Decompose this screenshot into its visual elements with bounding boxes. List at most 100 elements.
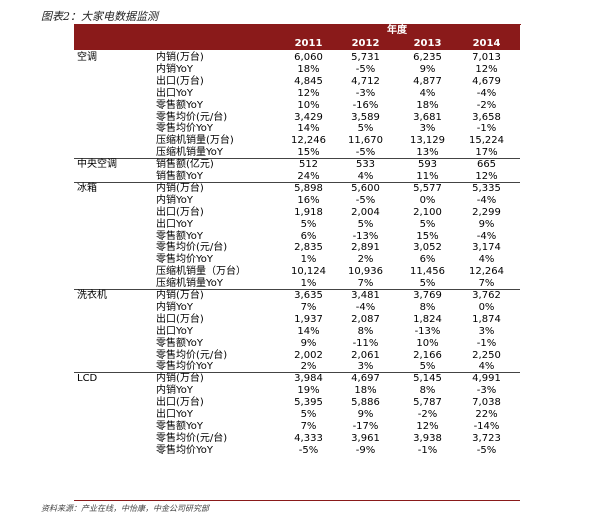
table-cell: 13% [416,147,439,159]
figure-title: 图表2：大家电数据监测 [41,10,158,23]
table-cell: 3,769 [413,290,442,301]
table-cell: 5% [357,123,374,135]
table-cell: 1% [300,254,317,266]
metric-label: 出口(万台) [156,397,204,409]
table-cell: -5% [355,147,376,159]
table-cell: 11,670 [348,135,383,147]
metric-label: 内销(万台) [156,182,204,194]
metric-label: 出口YoY [156,409,194,420]
table-cell: 6,235 [413,52,442,63]
table-cell: 10,124 [291,266,326,278]
metric-label: 内销YoY [156,194,194,206]
table-cell: 5,395 [294,397,323,409]
table-cell: 9% [357,409,374,420]
table-cell: -14% [473,420,500,432]
metric-label: 内销YoY [156,63,194,75]
table-cell: 5% [419,278,436,290]
table-cell: 4,333 [294,432,323,444]
metric-label: 出口(万台) [156,75,204,87]
table-cell: 4% [478,254,495,266]
table-cell: 2,250 [472,349,501,361]
table-cell: 3,658 [472,111,501,123]
table-cell: 12% [475,171,498,182]
table-cell: 4,697 [351,373,380,385]
title-rule [74,24,521,25]
table-cell: 9% [300,337,317,349]
table-cell: 15,224 [469,135,504,147]
table-cell: 3% [419,123,436,135]
table-cell: 5,886 [351,397,380,409]
table-cell: -5% [355,194,376,206]
table-cell: 533 [355,159,376,171]
table-cell: 2,299 [472,206,501,218]
table-cell: 593 [417,159,438,171]
table-cell: 18% [354,385,377,397]
table-cell: 5,577 [413,182,442,194]
table-cell: 4% [419,87,436,99]
table-cell: 17% [475,147,498,159]
table-cell: 665 [476,159,497,171]
table-cell: 5% [300,409,317,420]
table-cell: 5% [300,218,317,230]
table-cell: 7% [300,420,317,432]
table-cell: 3,938 [413,432,442,444]
table-cell: 3,723 [472,432,501,444]
table-cell: 4% [357,171,374,182]
table-cell: 3,052 [413,242,442,254]
metric-label: 零售均价(元/台) [156,432,228,444]
metric-label: 零售均价YoY [156,254,214,266]
metric-label: 零售均价(元/台) [156,349,228,361]
table-cell: 3,589 [351,111,380,123]
group-divider [74,289,520,290]
metric-label: 零售额YoY [156,337,204,349]
table-cell: 6% [300,230,317,242]
table-cell: 3% [357,361,374,373]
table-cell: 15% [297,147,320,159]
table-cell: 2,835 [294,242,323,254]
year-header: 2014 [472,38,501,49]
metric-label: 内销YoY [156,301,194,313]
table-cell: 3,174 [472,242,501,254]
table-cell: 13,129 [410,135,445,147]
metric-label: 销售额(亿元) [156,159,214,171]
table-cell: -17% [352,420,379,432]
table-cell: 11% [416,171,439,182]
table-cell: 8% [419,385,436,397]
table-cell: 18% [416,99,439,111]
table-cell: 5,731 [351,52,380,63]
table-cell: 4% [478,361,495,373]
category-label: 冰箱 [77,182,97,194]
bottom-rule [74,500,520,501]
table-cell: 7% [357,278,374,290]
table-cell: 12,246 [291,135,326,147]
table-cell: 2,004 [351,206,380,218]
table-cell: 11,456 [410,266,445,278]
table-cell: 9% [478,218,495,230]
metric-label: 压缩机销量(万台) [156,135,234,147]
metric-label: 出口YoY [156,218,194,230]
category-label: 中央空调 [77,159,117,171]
table-cell: 1,918 [294,206,323,218]
table-cell: -11% [352,337,379,349]
metric-label: 零售均价YoY [156,123,214,135]
table-cell: 5% [419,218,436,230]
table-cell: 0% [478,301,495,313]
table-cell: 2,166 [413,349,442,361]
table-cell: 24% [297,171,320,182]
table-cell: 14% [297,325,320,337]
metric-label: 压缩机销量（万台） [156,266,246,278]
table-cell: 12% [475,63,498,75]
table-cell: 5% [357,218,374,230]
table-cell: 512 [298,159,319,171]
table-cell: 3,481 [351,290,380,301]
table-cell: 10% [297,99,320,111]
metric-label: 销售额YoY [156,171,204,182]
metric-label: 出口(万台) [156,206,204,218]
table-cell: 4,991 [472,373,501,385]
table-cell: -4% [355,301,376,313]
metric-label: 零售额YoY [156,420,204,432]
table-cell: 8% [419,301,436,313]
table-cell: 3,429 [294,111,323,123]
table-header-years: 2011 2012 2013 2014 [74,38,520,50]
metric-label: 压缩机销量YoY [156,147,224,159]
